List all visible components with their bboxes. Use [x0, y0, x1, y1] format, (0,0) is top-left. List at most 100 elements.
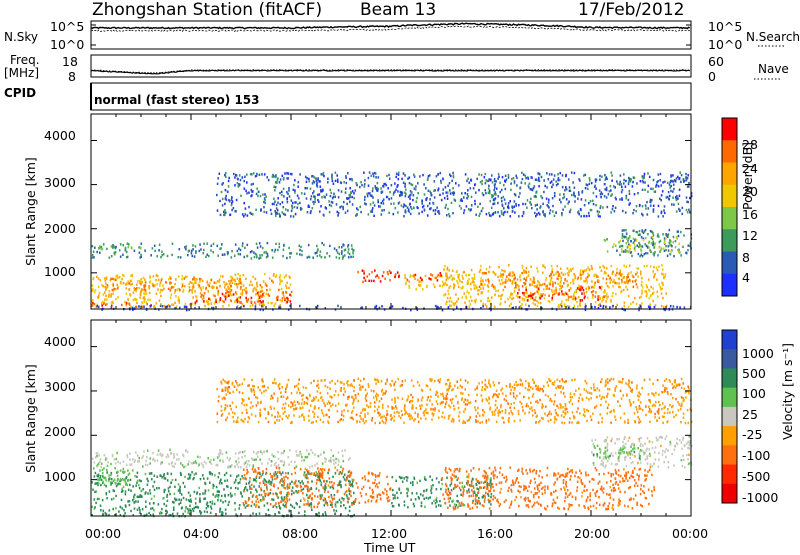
power-cell [653, 208, 655, 210]
power-cell [139, 252, 141, 254]
power-cell [236, 199, 238, 201]
power-cell [308, 178, 310, 180]
power-cell [407, 279, 409, 281]
velocity-cell [196, 492, 198, 494]
velocity-cell [272, 506, 274, 508]
power-cell [568, 274, 570, 276]
power-cell [669, 239, 671, 241]
velocity-cell [324, 469, 326, 471]
power-cell [312, 192, 314, 194]
velocity-cell [401, 477, 403, 479]
power-cell [138, 246, 140, 248]
power-cell [660, 286, 662, 288]
power-cell [256, 175, 258, 177]
power-cell [662, 282, 664, 284]
power-cell [140, 293, 142, 295]
power-cell [240, 179, 242, 181]
power-cell [608, 286, 610, 288]
velocity-cell [351, 472, 353, 474]
velocity-cell [333, 463, 335, 465]
power-cell [567, 299, 569, 301]
power-cell [415, 185, 417, 187]
power-cell [377, 182, 379, 184]
power-cell [661, 293, 663, 295]
power-cell [154, 245, 156, 247]
power-cell [687, 249, 689, 251]
power-cell [219, 279, 221, 281]
velocity-cell [340, 505, 342, 507]
power-cell [263, 206, 265, 208]
velocity-cell [92, 458, 94, 460]
power-cell [101, 302, 103, 304]
velocity-cell [544, 491, 546, 493]
power-cell [174, 302, 176, 304]
power-cell [662, 181, 664, 183]
power-cell [362, 270, 364, 272]
velocity-cell [185, 507, 187, 509]
power-cell [584, 295, 586, 297]
velocity-cell [139, 460, 141, 462]
velocity-cell [395, 480, 397, 482]
power-cell [650, 199, 652, 201]
velocity-cell [246, 483, 248, 485]
power-cell [383, 202, 385, 204]
velocity-cell [371, 500, 373, 502]
power-cell [131, 247, 133, 249]
velocity-cell [632, 507, 634, 509]
power-cell [329, 255, 331, 257]
power-cell [295, 213, 297, 215]
power-cell [383, 198, 385, 200]
velocity-cell [339, 472, 341, 474]
velocity-cell [100, 475, 102, 477]
velocity-cell [293, 492, 295, 494]
velocity-cell [318, 502, 320, 504]
power-cell [201, 289, 203, 291]
velocity-cell [320, 476, 322, 478]
velocity-cell [333, 509, 335, 511]
power-cell [648, 306, 650, 308]
power-cell [228, 280, 230, 282]
velocity-cell [347, 501, 349, 503]
power-cell [478, 173, 480, 175]
power-cell [599, 189, 601, 191]
power-cell [139, 296, 141, 298]
velocity-cell [153, 502, 155, 504]
power-cell [333, 196, 335, 198]
power-cell [618, 282, 620, 284]
velocity-cell [374, 482, 376, 484]
power-cell [540, 195, 542, 197]
power-cell [369, 192, 371, 194]
velocity-cell [368, 499, 370, 501]
power-cell [240, 293, 242, 295]
velocity-cell [91, 506, 93, 508]
velocity-cell [256, 490, 258, 492]
velocity-cell [327, 491, 329, 493]
power-cell [285, 274, 287, 276]
power-cell [633, 286, 635, 288]
power-cell [585, 288, 587, 290]
power-cell [449, 174, 451, 176]
velocity-cell [284, 463, 286, 465]
velocity-cell [310, 502, 312, 504]
power-cell [375, 176, 377, 178]
velocity-cell [300, 500, 302, 502]
velocity-cell [333, 482, 335, 484]
velocity-cell [491, 472, 493, 474]
power-cell [331, 174, 333, 176]
power-cell [226, 295, 228, 297]
power-cell [279, 181, 281, 183]
velocity-cell [377, 475, 379, 477]
power-cell [600, 305, 602, 307]
power-cell [562, 209, 564, 211]
velocity-cell [142, 465, 144, 467]
power-cell [196, 300, 198, 302]
velocity-cell [365, 478, 367, 480]
power-cell [599, 297, 601, 299]
power-cell [522, 292, 524, 294]
power-cell [681, 213, 683, 215]
velocity-cell [99, 478, 101, 480]
power-cell [584, 280, 586, 282]
velocity-cell [469, 491, 471, 493]
power-cell [140, 254, 142, 256]
power-cell [182, 290, 184, 292]
